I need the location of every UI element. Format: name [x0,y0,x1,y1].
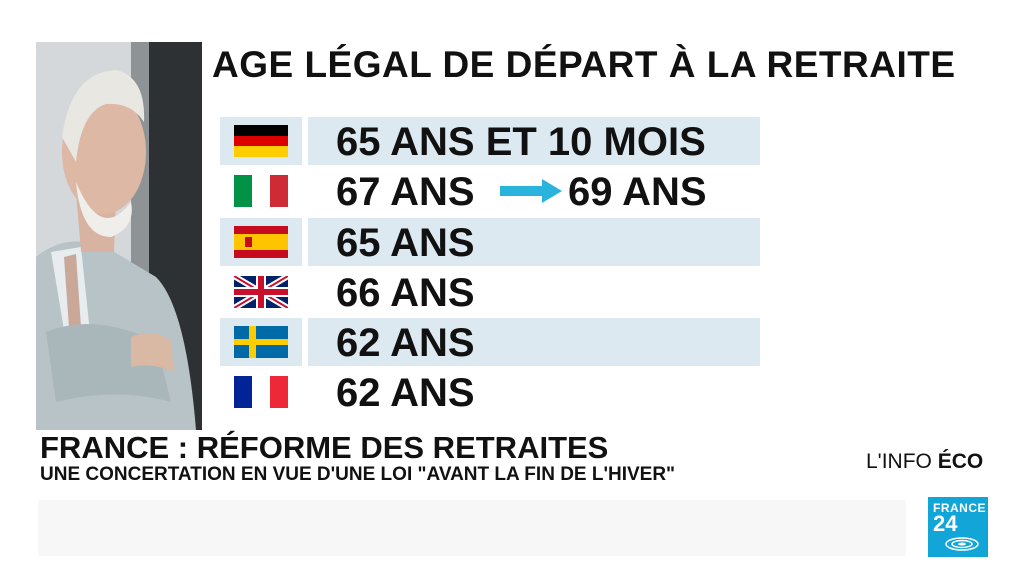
logo-waves-icon [945,537,979,551]
photo-older-man [36,42,202,430]
headline: FRANCE : RÉFORME DES RETRAITES [40,430,609,465]
age-value: 62 ANS [336,371,475,415]
france-flag-icon [234,376,288,408]
list-item: 62 ANS [220,368,760,416]
list-item: 66 ANS [220,268,760,316]
arrow-right-icon [500,179,562,203]
program-label: L'INFO ÉCO [866,450,984,473]
age-value-new: 69 ANS [568,170,707,214]
uk-flag-icon [234,276,288,308]
age-value: 67 ANS [336,170,475,214]
age-value: 66 ANS [336,271,475,315]
age-value: 62 ANS [336,321,475,365]
list-item: 62 ANS [220,318,760,366]
list-item: 65 ANS [220,218,760,266]
age-value: 65 ANS [336,221,475,265]
ticker-strip [38,500,906,556]
france24-logo: FRANCE 24 [928,497,988,557]
sweden-flag-icon [234,326,288,358]
germany-flag-icon [234,125,288,157]
spain-flag-icon [234,226,288,258]
list-item: 65 ANS ET 10 MOIS [220,117,760,165]
chart-title: AGE LÉGAL DE DÉPART À LA RETRAITE [212,44,956,85]
italy-flag-icon [234,175,288,207]
list-item: 67 ANS 69 ANS [220,167,760,215]
subheadline: UNE CONCERTATION EN VUE D'UNE LOI "AVANT… [40,464,676,485]
age-value: 65 ANS ET 10 MOIS [336,120,706,164]
